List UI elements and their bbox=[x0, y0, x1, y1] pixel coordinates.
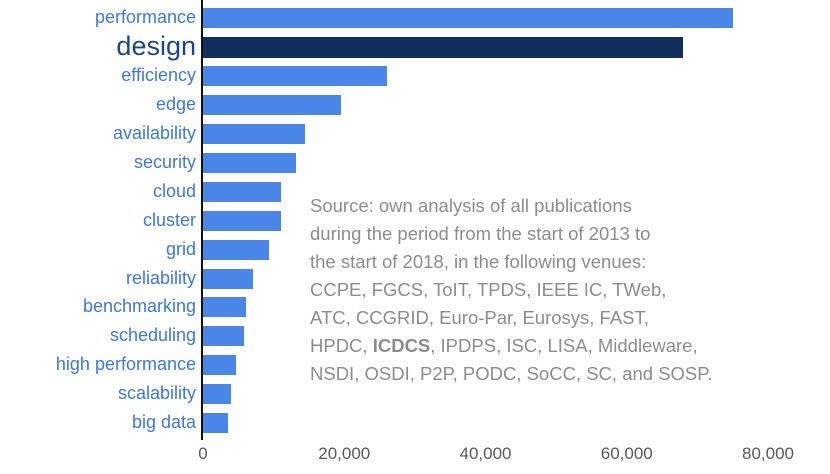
bar-row: design bbox=[0, 30, 830, 62]
annotation-text: , IPDPS, ISC, LISA, Middleware, bbox=[430, 335, 698, 356]
x-tick-label: 60,000 bbox=[600, 444, 653, 463]
bar-row: big data bbox=[0, 409, 830, 438]
bar bbox=[203, 36, 683, 58]
bar-row: performance bbox=[0, 4, 830, 33]
annotation-text: ATC, CCGRID, Euro-Par, Eurosys, FAST, bbox=[310, 307, 649, 328]
category-label: performance bbox=[94, 7, 196, 28]
bar-row: high performance bbox=[0, 351, 830, 380]
annotation-bold-text: ICDCS bbox=[372, 335, 431, 356]
annotation-line: the start of 2018, in the following venu… bbox=[310, 248, 810, 276]
annotation-line: NSDI, OSDI, P2P, PODC, SoCC, SC, and SOS… bbox=[310, 360, 810, 388]
category-label: scheduling bbox=[109, 325, 196, 346]
annotation-line: Source: own analysis of all publications bbox=[310, 192, 810, 220]
category-label: edge bbox=[155, 94, 196, 115]
source-annotation: Source: own analysis of all publications… bbox=[310, 192, 810, 388]
category-label: scalability bbox=[117, 383, 196, 404]
bar-row: security bbox=[0, 149, 830, 178]
bar-row: reliability bbox=[0, 264, 830, 293]
bar-row: edge bbox=[0, 91, 830, 120]
x-tick-label: 80,000 bbox=[742, 444, 794, 463]
annotation-line: during the period from the start of 2013… bbox=[310, 220, 810, 248]
x-tick-label: 40,000 bbox=[459, 444, 512, 463]
bar bbox=[203, 297, 246, 318]
bar bbox=[203, 355, 236, 376]
annotation-line: ATC, CCGRID, Euro-Par, Eurosys, FAST, bbox=[310, 304, 810, 332]
category-label: security bbox=[133, 151, 196, 172]
annotation-text: the start of 2018, in the following venu… bbox=[310, 251, 647, 272]
bar bbox=[203, 413, 228, 434]
bar-row: grid bbox=[0, 235, 830, 264]
bar bbox=[203, 152, 296, 173]
bar-row: availability bbox=[0, 120, 830, 149]
annotation-text: HPDC, bbox=[310, 335, 373, 356]
bar bbox=[203, 326, 244, 347]
category-label: high performance bbox=[55, 354, 196, 375]
category-label: cloud bbox=[152, 180, 196, 201]
category-label: grid bbox=[165, 238, 196, 259]
annotation-line: CCPE, FGCS, ToIT, TPDS, IEEE IC, TWeb, bbox=[310, 276, 810, 304]
bar bbox=[203, 8, 733, 29]
bar bbox=[203, 268, 253, 289]
bar-row: cloud bbox=[0, 177, 830, 206]
category-label: reliability bbox=[125, 267, 196, 288]
bar-row: cluster bbox=[0, 206, 830, 235]
category-label: availability bbox=[112, 123, 196, 144]
category-label: benchmarking bbox=[82, 296, 196, 317]
bar-row: benchmarking bbox=[0, 293, 830, 322]
annotation-text: during the period from the start of 2013… bbox=[310, 223, 651, 244]
x-tick-label: 0 bbox=[198, 444, 208, 463]
category-label: cluster bbox=[142, 209, 196, 230]
bar-row: scheduling bbox=[0, 322, 830, 351]
bar bbox=[203, 239, 269, 260]
annotation-text: Source: own analysis of all publications bbox=[310, 195, 632, 216]
y-axis-line bbox=[201, 0, 203, 440]
annotation-text: CCPE, FGCS, ToIT, TPDS, IEEE IC, TWeb, bbox=[310, 279, 667, 300]
bar bbox=[203, 181, 281, 202]
bar bbox=[203, 124, 305, 145]
category-label: design bbox=[116, 30, 196, 61]
category-label: big data bbox=[131, 412, 196, 433]
annotation-text: NSDI, OSDI, P2P, PODC, SoCC, SC, and SOS… bbox=[310, 363, 713, 384]
x-tick-label: 20,000 bbox=[318, 444, 371, 463]
bar bbox=[203, 210, 281, 231]
bar bbox=[203, 95, 341, 116]
bar bbox=[203, 66, 387, 87]
bar-row: scalability bbox=[0, 380, 830, 409]
category-label: efficiency bbox=[121, 65, 196, 86]
bar-row: efficiency bbox=[0, 62, 830, 91]
bar bbox=[203, 384, 231, 405]
annotation-line: HPDC, ICDCS, IPDPS, ISC, LISA, Middlewar… bbox=[310, 332, 810, 360]
